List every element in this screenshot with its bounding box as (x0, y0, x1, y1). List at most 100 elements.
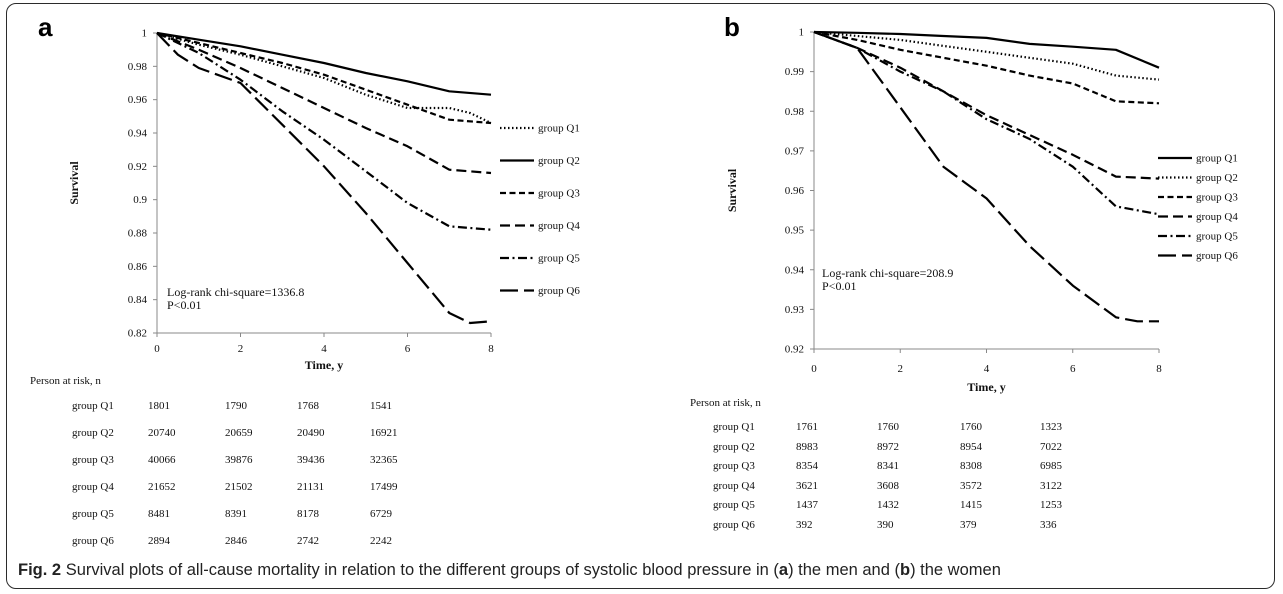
at-risk-value-a: 40066 (148, 454, 176, 466)
caption-panel-a: a (778, 561, 789, 579)
y-axis-label-a: Survival (67, 161, 81, 205)
at-risk-value-a: 1790 (225, 400, 247, 412)
at-risk-value-b: 6985 (1040, 460, 1062, 472)
legend-label-b-q5: group Q5 (1196, 231, 1238, 243)
at-risk-value-b: 3122 (1040, 479, 1062, 492)
legend-label-b-q3: group Q3 (1196, 192, 1238, 204)
y-tick-label-a: 0.82 (128, 328, 147, 340)
at-risk-value-b: 8983 (796, 440, 818, 453)
y-tick-label-a: 0.84 (128, 294, 148, 306)
at-risk-value-b: 379 (960, 518, 977, 531)
y-tick-label-a: 0.88 (128, 228, 148, 240)
at-risk-value-a: 2742 (297, 535, 319, 547)
at-risk-group-b-q2: group Q2 (713, 440, 755, 453)
at-risk-value-a: 32365 (370, 454, 398, 466)
at-risk-title-b: Person at risk, n (690, 397, 761, 409)
at-risk-value-b: 1760 (877, 421, 899, 433)
at-risk-value-a: 2846 (225, 535, 247, 547)
at-risk-value-b: 3572 (960, 479, 982, 492)
caption-panel-b: b (899, 561, 911, 579)
series-line-a-q1 (156, 31, 492, 124)
at-risk-value-a: 8178 (297, 508, 319, 520)
at-risk-value-b: 1432 (877, 499, 899, 511)
at-risk-value-a: 20740 (148, 427, 176, 439)
caption-mid: ) the men and ( (788, 561, 900, 579)
at-risk-value-a: 21131 (297, 481, 325, 493)
y-tick-label-b: 1 (799, 27, 805, 39)
at-risk-value-a: 39876 (225, 454, 253, 466)
series-line-b-q1 (813, 30, 1160, 69)
y-tick-label-a: 0.92 (128, 161, 147, 173)
series-line-a-q4 (156, 31, 492, 175)
at-risk-value-b: 7022 (1040, 440, 1062, 453)
at-risk-value-b: 8308 (960, 460, 982, 472)
panel-label-a: a (38, 12, 53, 42)
panel-label-b: b (724, 12, 740, 42)
y-tick-label-a: 0.86 (128, 261, 148, 273)
series-line-a-q3 (156, 31, 492, 125)
series-line-a-q6 (156, 32, 492, 325)
at-risk-group-b-q6: group Q6 (713, 518, 755, 531)
x-tick-label-b: 2 (898, 363, 904, 375)
series-line-a-q2 (156, 31, 492, 96)
at-risk-group-a-q5: group Q5 (72, 508, 114, 520)
x-axis-label-a: Time, y (305, 358, 343, 372)
at-risk-value-a: 20659 (225, 427, 253, 439)
y-tick-label-b: 0.99 (785, 66, 805, 78)
at-risk-value-b: 3621 (796, 479, 818, 492)
y-tick-label-b: 0.98 (785, 106, 805, 118)
logrank-annotation-b: P<0.01 (822, 279, 856, 293)
at-risk-value-b: 1323 (1040, 421, 1062, 433)
at-risk-title-a: Person at risk, n (30, 375, 101, 387)
at-risk-value-b: 1253 (1040, 499, 1062, 511)
at-risk-group-b-q3: group Q3 (713, 460, 755, 472)
y-tick-label-a: 0.9 (133, 194, 147, 206)
at-risk-group-a-q2: group Q2 (72, 427, 114, 439)
at-risk-value-b: 1415 (960, 499, 982, 511)
at-risk-group-b-q5: group Q5 (713, 499, 755, 511)
at-risk-value-b: 390 (877, 518, 894, 531)
x-tick-label-a: 4 (321, 343, 327, 355)
y-tick-label-b: 0.92 (785, 344, 804, 356)
at-risk-group-a-q1: group Q1 (72, 400, 114, 412)
x-axis-label-b: Time, y (967, 380, 1005, 394)
x-tick-label-b: 4 (984, 363, 990, 375)
y-tick-label-b: 0.95 (785, 225, 805, 237)
at-risk-value-a: 21502 (225, 481, 253, 493)
y-tick-label-b: 0.97 (785, 145, 805, 157)
caption-label: Fig. 2 (18, 561, 62, 579)
at-risk-value-a: 6729 (370, 508, 392, 520)
series-line-b-q6 (813, 30, 1159, 323)
series-line-b-q2 (813, 30, 1160, 81)
at-risk-group-b-q1: group Q1 (713, 421, 755, 433)
legend-label-b-q2: group Q2 (1196, 172, 1238, 184)
logrank-annotation-a: P<0.01 (167, 298, 201, 312)
y-tick-label-a: 0.94 (128, 128, 148, 140)
logrank-annotation-a: Log-rank chi-square=1336.8 (167, 285, 304, 299)
at-risk-value-a: 17499 (370, 481, 398, 493)
x-tick-label-a: 0 (154, 343, 160, 355)
y-tick-label-b: 0.94 (785, 264, 805, 276)
y-tick-label-a: 0.98 (128, 61, 148, 73)
at-risk-value-b: 8341 (877, 460, 899, 472)
at-risk-group-b-q4: group Q4 (713, 479, 755, 492)
x-tick-label-b: 0 (811, 363, 817, 375)
at-risk-value-b: 1761 (796, 421, 818, 433)
at-risk-value-a: 2242 (370, 535, 392, 547)
legend-label-a-q3: group Q3 (538, 188, 580, 200)
at-risk-value-a: 16921 (370, 427, 398, 439)
legend-label-b-q1: group Q1 (1196, 153, 1238, 165)
at-risk-group-a-q4: group Q4 (72, 481, 114, 493)
figure-caption: Fig. 2 Survival plots of all-cause morta… (18, 561, 1001, 580)
y-tick-label-b: 0.93 (785, 304, 805, 316)
at-risk-value-a: 20490 (297, 427, 325, 439)
series-line-a-q5 (156, 32, 492, 231)
at-risk-value-b: 8954 (960, 440, 982, 453)
figure-frame (6, 3, 1275, 589)
x-tick-label-a: 8 (488, 343, 494, 355)
at-risk-group-a-q3: group Q3 (72, 454, 114, 466)
y-axis-label-b: Survival (725, 168, 739, 212)
at-risk-value-b: 1437 (796, 499, 818, 511)
at-risk-value-a: 1541 (370, 400, 392, 412)
